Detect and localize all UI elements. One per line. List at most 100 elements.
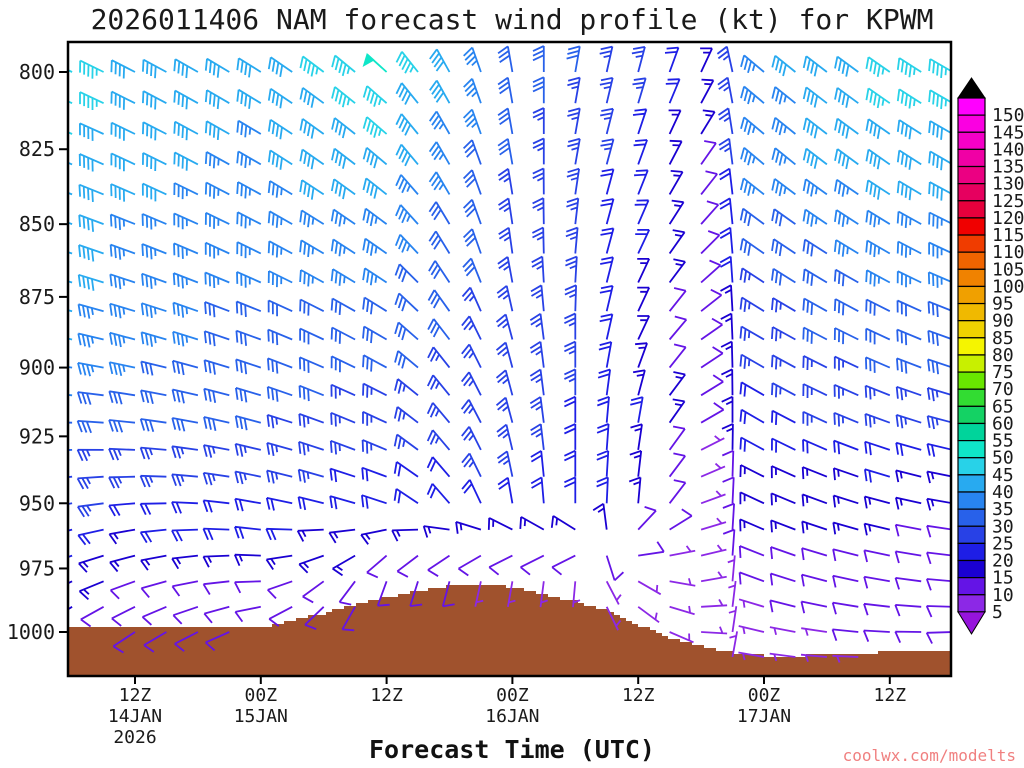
wind-barb (668, 199, 685, 225)
wind-barb (865, 356, 891, 373)
wind-barb (834, 148, 859, 170)
wind-barb (564, 423, 577, 450)
colorbar-label: 15 (992, 568, 1014, 589)
wind-barb (925, 578, 951, 591)
wind-barb (700, 230, 721, 255)
y-tick-label: 975 (19, 556, 55, 580)
colorbar-cell (957, 388, 986, 407)
wind-barb (266, 385, 293, 402)
wind-barb (738, 545, 765, 558)
wind-barb (802, 147, 828, 169)
wind-barb (865, 298, 891, 316)
wind-barb (487, 517, 513, 531)
wind-barb (928, 58, 951, 78)
wind-barb (108, 528, 136, 545)
wind-barb (462, 108, 482, 135)
wind-barb (632, 77, 647, 104)
wind-barb (717, 76, 734, 104)
wind-barb (236, 211, 262, 229)
wind-barb (668, 109, 682, 135)
wind-barb (834, 117, 859, 139)
wind-barb (77, 502, 104, 518)
wind-barb (360, 528, 387, 545)
wind-barb (669, 545, 696, 557)
wind-barb (739, 177, 765, 196)
wind-barb (172, 605, 199, 625)
colorbar-cell (957, 474, 986, 493)
wind-barb (530, 284, 545, 312)
wind-barb (532, 76, 545, 104)
wind-barb (462, 169, 482, 195)
wind-barb (76, 448, 104, 462)
wind-barb (802, 383, 828, 399)
wind-barb (833, 383, 859, 399)
wind-barb (393, 406, 419, 424)
wind-barb (700, 435, 725, 451)
colorbar-label: 25 (992, 533, 1014, 554)
wind-barb (740, 147, 765, 166)
wind-barb (236, 88, 262, 109)
wind-barb (596, 395, 610, 423)
wind-barb (267, 270, 293, 288)
wind-barb (769, 599, 796, 613)
wind-barb (460, 399, 482, 424)
wind-barb (77, 303, 104, 319)
wind-barb (629, 450, 643, 477)
wind-barb (550, 515, 576, 531)
wind-barb (110, 90, 136, 110)
wind-barb (298, 356, 325, 373)
wind-barb (462, 139, 482, 165)
wind-barb (507, 581, 516, 608)
wind-barb (637, 506, 657, 531)
wind-barb (109, 331, 136, 348)
wind-barb (729, 631, 738, 658)
wind-barb (267, 180, 293, 198)
wind-barb (236, 241, 262, 259)
wind-barb (77, 273, 104, 291)
wind-barb (461, 479, 482, 504)
wind-barb (299, 327, 325, 345)
wind-barb (700, 78, 715, 104)
wind-barb (234, 470, 261, 485)
wind-barb (461, 286, 482, 312)
wind-barb (566, 167, 580, 195)
wind-barb (599, 77, 614, 104)
colorbar-cell (957, 97, 986, 116)
colorbar-label: 135 (992, 157, 1024, 178)
wind-barb (110, 183, 136, 202)
wind-barb (79, 91, 104, 110)
wind-barb (718, 167, 734, 195)
wind-barb (664, 46, 680, 73)
wind-barb (632, 369, 646, 396)
wind-barb (834, 87, 859, 108)
wind-barb (171, 388, 199, 404)
wind-barb (266, 469, 293, 484)
colorbar-label: 85 (992, 328, 1014, 349)
wind-barb (108, 361, 136, 377)
wind-barb (298, 440, 324, 456)
x-tick-label: 00Z (496, 685, 529, 706)
wind-barb (564, 395, 577, 423)
wind-barb (600, 256, 614, 283)
wind-barb (78, 244, 104, 262)
wind-barb (140, 389, 167, 405)
wind-barb (78, 554, 104, 573)
wind-barb (395, 204, 419, 225)
wind-barb (529, 341, 545, 368)
wind-barb (488, 554, 513, 576)
wind-barb (722, 502, 735, 530)
wind-barb (426, 483, 451, 504)
wind-barb (771, 409, 796, 425)
wind-barb (669, 631, 694, 644)
wind-barb (865, 239, 891, 258)
wind-barb (833, 411, 859, 427)
wind-barb (330, 355, 356, 373)
wind-barb (771, 147, 796, 166)
wind-barb (894, 523, 922, 537)
wind-barb (926, 524, 951, 538)
wind-barb (396, 554, 419, 578)
wind-barb (394, 233, 419, 255)
wind-barb (720, 284, 734, 312)
wind-barb (598, 341, 613, 368)
